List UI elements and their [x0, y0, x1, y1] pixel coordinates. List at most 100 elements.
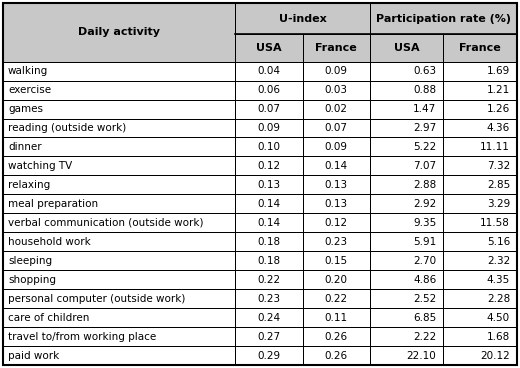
- Bar: [370, 3, 517, 35]
- Bar: [370, 327, 444, 346]
- Bar: [303, 62, 370, 81]
- Text: paid work: paid work: [8, 351, 59, 361]
- Bar: [3, 3, 236, 62]
- Bar: [3, 194, 236, 213]
- Bar: [370, 194, 444, 213]
- Text: 0.09: 0.09: [325, 142, 348, 152]
- Bar: [3, 138, 236, 156]
- Text: 0.18: 0.18: [257, 256, 281, 266]
- Bar: [370, 100, 444, 118]
- Bar: [444, 81, 517, 100]
- Bar: [303, 118, 370, 138]
- Text: 0.13: 0.13: [325, 199, 348, 209]
- Bar: [3, 232, 236, 251]
- Bar: [444, 156, 517, 176]
- Text: 0.12: 0.12: [325, 218, 348, 228]
- Text: 0.22: 0.22: [257, 275, 281, 285]
- Bar: [236, 270, 303, 289]
- Bar: [370, 289, 444, 308]
- Text: 2.32: 2.32: [487, 256, 510, 266]
- Text: 0.11: 0.11: [325, 312, 348, 323]
- Text: 1.68: 1.68: [487, 332, 510, 342]
- Text: watching TV: watching TV: [8, 161, 72, 171]
- Text: 0.02: 0.02: [325, 104, 348, 114]
- Text: 0.26: 0.26: [325, 351, 348, 361]
- Text: sleeping: sleeping: [8, 256, 52, 266]
- Text: 0.27: 0.27: [257, 332, 281, 342]
- Bar: [444, 270, 517, 289]
- Text: 2.70: 2.70: [413, 256, 436, 266]
- Bar: [3, 308, 236, 327]
- Text: 0.07: 0.07: [257, 104, 280, 114]
- Bar: [444, 35, 517, 62]
- Bar: [3, 213, 236, 232]
- Bar: [303, 213, 370, 232]
- Text: Daily activity: Daily activity: [78, 27, 160, 37]
- Bar: [370, 118, 444, 138]
- Text: 7.07: 7.07: [413, 161, 436, 171]
- Bar: [444, 35, 517, 62]
- Text: France: France: [316, 43, 357, 53]
- Text: 5.22: 5.22: [413, 142, 436, 152]
- Text: 0.13: 0.13: [325, 180, 348, 190]
- Bar: [303, 251, 370, 270]
- Bar: [3, 289, 236, 308]
- Text: 0.24: 0.24: [257, 312, 281, 323]
- Text: 0.04: 0.04: [257, 66, 280, 76]
- Bar: [303, 35, 370, 62]
- Bar: [444, 138, 517, 156]
- Bar: [236, 156, 303, 176]
- Text: France: France: [459, 43, 501, 53]
- Bar: [303, 138, 370, 156]
- Bar: [444, 100, 517, 118]
- Text: dinner: dinner: [8, 142, 42, 152]
- Bar: [370, 232, 444, 251]
- Bar: [236, 289, 303, 308]
- Text: household work: household work: [8, 237, 91, 247]
- Bar: [370, 251, 444, 270]
- Bar: [444, 213, 517, 232]
- Text: 0.14: 0.14: [257, 199, 281, 209]
- Text: 11.58: 11.58: [480, 218, 510, 228]
- Text: 0.03: 0.03: [325, 85, 348, 95]
- Text: Participation rate (%): Participation rate (%): [376, 14, 511, 24]
- Text: 9.35: 9.35: [413, 218, 436, 228]
- Text: 2.28: 2.28: [487, 294, 510, 304]
- Bar: [303, 156, 370, 176]
- Bar: [303, 100, 370, 118]
- Bar: [236, 35, 303, 62]
- Bar: [444, 346, 517, 365]
- Bar: [236, 327, 303, 346]
- Text: 2.85: 2.85: [487, 180, 510, 190]
- Bar: [3, 81, 236, 100]
- Text: 0.26: 0.26: [325, 332, 348, 342]
- Text: 0.15: 0.15: [325, 256, 348, 266]
- Bar: [370, 35, 444, 62]
- Bar: [370, 270, 444, 289]
- Text: 0.29: 0.29: [257, 351, 281, 361]
- Bar: [236, 308, 303, 327]
- Text: USA: USA: [256, 43, 282, 53]
- Text: games: games: [8, 104, 43, 114]
- Bar: [370, 81, 444, 100]
- Bar: [370, 138, 444, 156]
- Text: 1.21: 1.21: [487, 85, 510, 95]
- Bar: [444, 327, 517, 346]
- Text: 0.09: 0.09: [257, 123, 280, 133]
- Bar: [236, 62, 303, 81]
- Text: 0.07: 0.07: [325, 123, 348, 133]
- Bar: [236, 346, 303, 365]
- Text: personal computer (outside work): personal computer (outside work): [8, 294, 185, 304]
- Text: 0.23: 0.23: [325, 237, 348, 247]
- Bar: [444, 308, 517, 327]
- Text: walking: walking: [8, 66, 48, 76]
- Bar: [236, 81, 303, 100]
- Bar: [236, 3, 370, 35]
- Bar: [236, 213, 303, 232]
- Text: 0.09: 0.09: [325, 66, 348, 76]
- Text: 0.10: 0.10: [257, 142, 280, 152]
- Bar: [370, 346, 444, 365]
- Text: 3.29: 3.29: [487, 199, 510, 209]
- Bar: [444, 289, 517, 308]
- Bar: [444, 251, 517, 270]
